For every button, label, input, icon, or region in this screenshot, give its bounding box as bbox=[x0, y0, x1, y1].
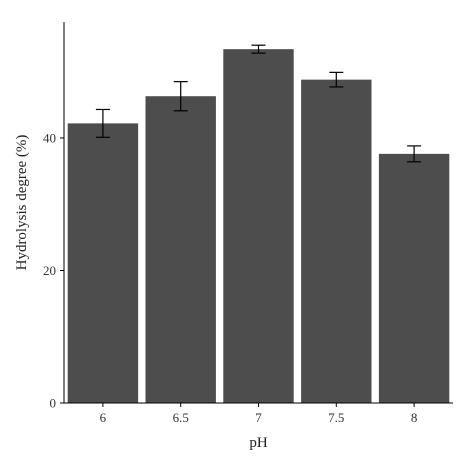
bar-ph-6 bbox=[67, 123, 139, 404]
y-tick-label: 40 bbox=[43, 130, 56, 145]
bar-ph-6.5 bbox=[145, 96, 216, 404]
y-tick-label: 0 bbox=[50, 396, 57, 411]
error-bar-ph-6.5 bbox=[173, 81, 188, 112]
x-tick-label: 8 bbox=[411, 410, 418, 425]
y-tick-label: 20 bbox=[43, 263, 56, 278]
x-axis-ticks: 6 6.5 7 7.5 8 bbox=[100, 403, 418, 425]
error-bar-ph-7 bbox=[251, 44, 266, 54]
error-bar-ph-8 bbox=[407, 145, 422, 163]
error-bar-ph-6 bbox=[95, 108, 110, 138]
x-tick-label: 6 bbox=[100, 410, 107, 425]
y-axis-title: Hydrolysis degree (%) bbox=[14, 135, 30, 271]
x-axis-title: pH bbox=[249, 435, 268, 451]
bar-ph-7.5 bbox=[301, 79, 372, 403]
x-tick-label: 6.5 bbox=[173, 410, 189, 425]
y-axis-ticks: 0 20 40 bbox=[43, 130, 64, 411]
bar-ph-7 bbox=[223, 49, 294, 403]
bar-ph-8 bbox=[378, 153, 450, 403]
plot-area bbox=[67, 44, 450, 404]
x-tick-label: 7.5 bbox=[328, 410, 344, 425]
x-tick-label: 7 bbox=[255, 410, 262, 425]
error-bar-ph-7.5 bbox=[329, 71, 344, 88]
